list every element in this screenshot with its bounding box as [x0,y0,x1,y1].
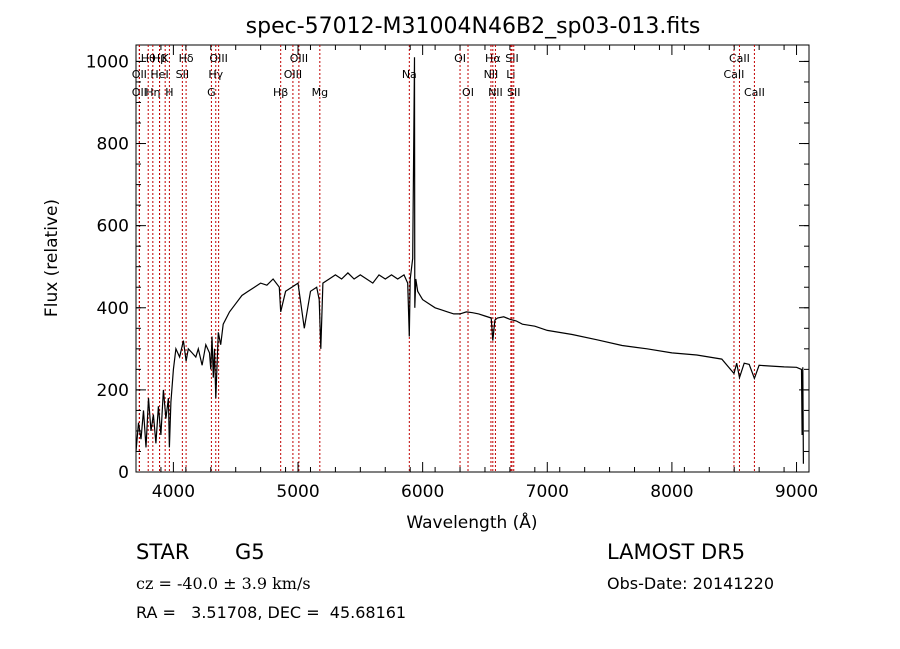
x-tick-label: 6000 [401,482,444,502]
object-class: STAR [136,540,190,564]
spectral-line-label: Hδ [179,52,194,65]
spectral-line-label: K [162,52,170,65]
chart-title: spec-57012-M31004N46B2_sp03-013.fits [246,14,701,39]
y-tick-label: 1000 [86,52,129,72]
y-tick-label: 600 [97,217,129,237]
spectral-line-label: SII [505,52,518,65]
spectral-line-label: Hγ [208,68,223,81]
plot-frame [135,44,810,473]
object-subclass: G5 [235,540,265,564]
spectral-line-label: OII [132,68,147,81]
spectral-line-label: G [207,86,216,99]
spectral-line-label: SII [176,68,189,81]
x-tick-label: 5000 [276,482,319,502]
spectral-line-label: NII [488,86,503,99]
spectral-line-label: Hα [485,52,501,65]
obs-date: Obs-Date: 20141220 [607,574,775,593]
x-tick-label: 7000 [526,482,569,502]
spectral-line-label: OII [132,86,147,99]
redshift-text: cz = -40.0 ± 3.9 km/s [136,574,311,593]
spectral-line-label: OI [462,86,474,99]
axes: 4000 5000 6000 7000 8000 9000 0 200 400 600 800 100… [86,45,818,502]
spectral-line-label: OIII [209,52,227,65]
spectral-line-label: CaII [724,68,745,81]
spectrum-series [135,57,805,464]
spectral-line-label: SII [507,86,520,99]
y-tick-label: 200 [97,381,129,401]
spectral-line-label: CaII [744,86,765,99]
x-tick-label: 8000 [650,482,693,502]
spectral-line-label: OIII [284,68,302,81]
x-tick-label: 4000 [152,482,195,502]
y-axis-label: Flux (relative) [42,199,62,317]
spectral-line-label: CaII [729,52,750,65]
spectrum-line [135,57,805,464]
spectral-line-label: Hη [145,86,160,99]
spectral-line-label: OI [454,52,466,65]
y-tick-label: 400 [97,299,129,319]
spectral-line-label: NII [484,68,499,81]
y-tick-label: 800 [97,135,129,155]
coordinates: RA = 3.51708, DEC = 45.68161 [136,603,407,622]
x-axis-label: Wavelength (Å) [406,511,537,533]
spectral-line-label: Na [402,68,417,81]
spectral-line-label: Mg [312,86,328,99]
spectral-line-label: OIII [290,52,308,65]
x-tick-label: 9000 [775,482,818,502]
spectral-line-label: HeI [150,68,168,81]
spectral-line-label: Hβ [273,86,288,99]
spectral-line-label: Li [506,68,515,81]
spectral-line-markers: OIIHθOIIHηHβHeIKHSIIHδGHγOIIIHβOIIIOIIIM… [132,45,765,472]
y-tick-label: 0 [118,463,129,483]
survey-name: LAMOST DR5 [607,540,746,564]
spectral-line-label: H [165,86,173,99]
